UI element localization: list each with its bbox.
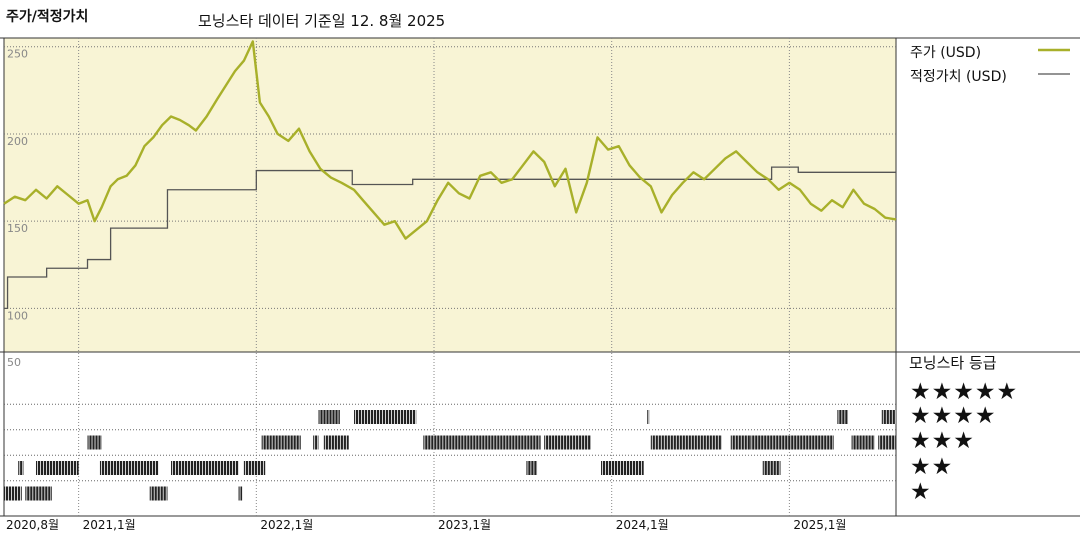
rating-panel <box>4 352 896 516</box>
rating-segment <box>647 410 650 424</box>
rating-segment-block <box>544 435 591 450</box>
rating-segment-block <box>35 461 79 475</box>
rating-segment-block <box>313 435 319 450</box>
rating-3-stars: ★★★ <box>910 428 975 454</box>
axis-labels: 250 200 150 100 50 2020,8월 2021,1월 2022,1월 2023,… <box>6 48 1070 532</box>
rating-segment-block <box>650 435 722 450</box>
rating-segment <box>878 435 896 450</box>
legend-price-label: 주가 (USD) <box>910 45 982 61</box>
rating-segment <box>261 435 301 450</box>
rating-segment-block <box>601 461 644 475</box>
rating-segment-block <box>647 410 650 424</box>
grid-layer <box>0 37 1080 517</box>
rating-segment-block <box>4 486 22 501</box>
rating-segment <box>313 435 319 450</box>
rating-segment <box>4 486 22 501</box>
x-tick-label: 2020,8월 <box>6 518 59 532</box>
rating-segment-block <box>837 410 849 424</box>
x-tick-label: 2023,1월 <box>438 518 491 532</box>
chart-subtitle: 모닝스타 데이터 기준일 12. 8월 2025 <box>198 12 446 30</box>
rating-segment <box>318 410 340 424</box>
rating-segment <box>171 461 239 475</box>
rating-segment-block <box>762 461 781 475</box>
rating-bars <box>4 410 896 501</box>
y-tick-label: 200 <box>7 135 28 148</box>
rating-segment <box>881 410 896 424</box>
legend-fair-value-label: 적정가치 (USD) <box>910 69 1007 85</box>
rating-segment-block <box>878 435 896 450</box>
x-tick-label: 2021,1월 <box>83 518 136 532</box>
rating-segment <box>99 461 159 475</box>
series-layer <box>3 40 897 310</box>
x-tick-label: 2025,1월 <box>793 518 846 532</box>
rating-segment <box>601 461 644 475</box>
rating-5-stars: ★★★★★ <box>910 379 1019 405</box>
y-tick-label: 100 <box>7 309 28 322</box>
rating-segment-block <box>99 461 159 475</box>
rating-segment-block <box>851 435 875 450</box>
fair-value-line <box>4 166 896 310</box>
rating-segment <box>750 435 834 450</box>
legend-fair-value: 적정가치 (USD) <box>910 66 1007 86</box>
rating-segment <box>650 435 722 450</box>
rating-segment <box>238 486 243 501</box>
rating-segment <box>526 461 538 475</box>
rating-segment <box>323 435 349 450</box>
rating-segment <box>25 486 52 501</box>
rating-segment <box>837 410 849 424</box>
x-tick-label: 2022,1월 <box>260 518 313 532</box>
rating-segment <box>544 435 591 450</box>
rating-1-star: ★ <box>910 479 932 505</box>
rating-panel-label: 모닝스타 등급 <box>909 354 997 372</box>
rating-segment <box>243 461 266 475</box>
rating-segment-block <box>18 461 24 475</box>
rating-2-stars: ★★ <box>910 454 954 480</box>
rating-segment <box>730 435 751 450</box>
rating-segment <box>87 435 102 450</box>
rating-segment-block <box>323 435 349 450</box>
x-tick-label: 2024,1월 <box>616 518 669 532</box>
price-line <box>3 40 897 240</box>
rating-axis-max-label: 50 <box>7 356 21 369</box>
rating-segment <box>762 461 781 475</box>
rating-segment <box>18 461 24 475</box>
rating-segment <box>149 486 168 501</box>
rating-segment <box>354 410 417 424</box>
rating-4-stars: ★★★★ <box>910 403 997 429</box>
rating-segment-block <box>750 435 834 450</box>
rating-segment <box>851 435 875 450</box>
legend-price: 주가 (USD) <box>910 42 981 62</box>
rating-segment-block <box>526 461 538 475</box>
price-panel <box>4 38 896 352</box>
y-tick-label: 150 <box>7 222 28 235</box>
rating-segment-block <box>149 486 168 501</box>
rating-segment <box>35 461 79 475</box>
chart-title: 주가/적정가치 <box>6 9 89 25</box>
rating-segment <box>423 435 541 450</box>
y-tick-label: 250 <box>7 48 28 61</box>
